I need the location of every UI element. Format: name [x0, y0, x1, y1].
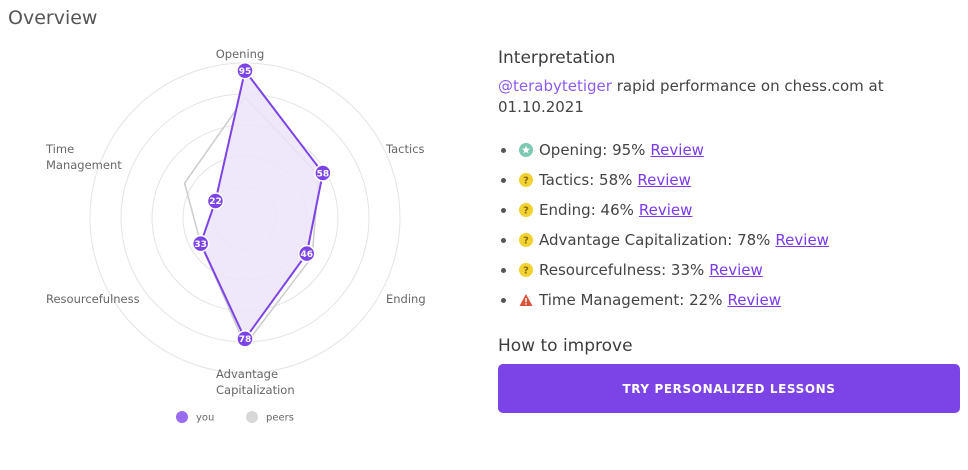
- how-to-improve-title: How to improve: [498, 336, 633, 356]
- axis-label-line: Ending: [386, 292, 426, 306]
- axis-label: Ending: [386, 292, 426, 306]
- review-link[interactable]: Review: [637, 171, 691, 189]
- axis-label-line: Management: [46, 158, 122, 172]
- radar-chart: 95 58 46 78 33 22 Opening Tactics Ending Advanta…: [45, 47, 426, 424]
- review-link[interactable]: Review: [709, 261, 763, 279]
- axis-label-line: Advantage: [216, 367, 278, 381]
- legend-label-you: you: [196, 413, 214, 424]
- axis-label: Opening: [216, 47, 265, 61]
- bullet-icon: [501, 237, 506, 243]
- data-point: 95: [236, 62, 254, 80]
- data-label: 58: [317, 169, 330, 179]
- legend-swatch-you: [176, 411, 188, 423]
- try-personalized-lessons-button[interactable]: TRY PERSONALIZED LESSONS: [498, 364, 960, 413]
- data-point: 33: [191, 234, 210, 253]
- data-point-marker: [236, 62, 254, 80]
- data-label: 78: [239, 335, 252, 345]
- metrics-list: Opening: 95% Review? Tactics: 58% Review? En…: [498, 135, 829, 315]
- svg-text:?: ?: [523, 266, 529, 277]
- interpretation-title: Interpretation: [498, 48, 616, 68]
- metric-text: Advantage Capitalization: 78%: [539, 231, 771, 249]
- metric-item: Time Management: 22% Review: [498, 285, 829, 315]
- metric-text: Resourcefulness: 33%: [539, 261, 705, 279]
- data-point: 58: [314, 164, 332, 182]
- question-icon: ?: [519, 173, 533, 187]
- data-label: 33: [194, 240, 207, 250]
- data-label: 22: [209, 197, 222, 207]
- svg-text:?: ?: [523, 206, 529, 217]
- data-point: 46: [297, 244, 316, 263]
- legend-label-peers: peers: [266, 413, 294, 424]
- metric-item: ? Resourcefulness: 33% Review: [498, 255, 829, 285]
- radar-series: 95 58 46 78 33 22: [183, 62, 332, 348]
- svg-text:?: ?: [523, 176, 529, 187]
- data-point: 78: [236, 330, 254, 348]
- question-icon: ?: [519, 263, 533, 277]
- bullet-icon: [501, 177, 506, 183]
- review-link[interactable]: Review: [650, 141, 704, 159]
- metric-text: Tactics: 58%: [539, 171, 633, 189]
- axis-label-line: Capitalization: [216, 383, 295, 397]
- data-point-marker: [236, 330, 254, 348]
- axis-label: Tactics: [385, 142, 425, 156]
- axis-label: Advantage Capitalization: [216, 367, 295, 397]
- interpretation-text: @terabytetiger rapid performance on ches…: [498, 76, 938, 118]
- metric-item: ? Tactics: 58% Review: [498, 165, 829, 195]
- review-link[interactable]: Review: [727, 291, 781, 309]
- axis-label: Resourcefulness: [46, 292, 140, 306]
- metric-text: Opening: 95%: [539, 141, 646, 159]
- data-point-marker: [206, 192, 225, 210]
- star-icon: [519, 143, 533, 157]
- data-label: 46: [300, 250, 313, 260]
- data-point-marker: [297, 244, 316, 263]
- chart-legend: you peers: [176, 411, 294, 424]
- metric-item: Opening: 95% Review: [498, 135, 829, 165]
- interpretation-description: rapid performance on chess.com at 01.10.…: [498, 77, 884, 116]
- bullet-icon: [501, 297, 506, 303]
- data-point: 22: [206, 192, 225, 210]
- bullet-icon: [501, 267, 506, 273]
- username: @terabytetiger: [498, 77, 612, 95]
- axis-label-line: Resourcefulness: [46, 292, 140, 306]
- svg-text:?: ?: [523, 236, 529, 247]
- question-icon: ?: [519, 233, 533, 247]
- review-link[interactable]: Review: [638, 201, 693, 219]
- warning-icon: [519, 293, 533, 307]
- axis-label-line: Tactics: [385, 142, 425, 156]
- metric-text: Ending: 46%: [539, 201, 634, 219]
- data-point-marker: [191, 234, 210, 253]
- overview-title: Overview: [8, 7, 98, 29]
- data-point-marker: [314, 164, 332, 182]
- axis-label-line: Opening: [216, 47, 265, 61]
- bullet-icon: [501, 147, 506, 153]
- metric-text: Time Management: 22%: [539, 291, 723, 309]
- metric-item: ? Advantage Capitalization: 78% Review: [498, 225, 829, 255]
- data-label: 95: [239, 67, 252, 77]
- axis-label: Time Management: [45, 142, 122, 172]
- review-link[interactable]: Review: [775, 231, 829, 249]
- metric-item: ? Ending: 46% Review: [498, 195, 829, 225]
- question-icon: ?: [519, 203, 533, 217]
- legend-swatch-peers: [246, 411, 258, 423]
- bullet-icon: [501, 207, 506, 213]
- axis-label-line: Time: [45, 142, 74, 156]
- radar-axis-labels: Opening Tactics Ending Advantage Capitalizat…: [45, 47, 426, 397]
